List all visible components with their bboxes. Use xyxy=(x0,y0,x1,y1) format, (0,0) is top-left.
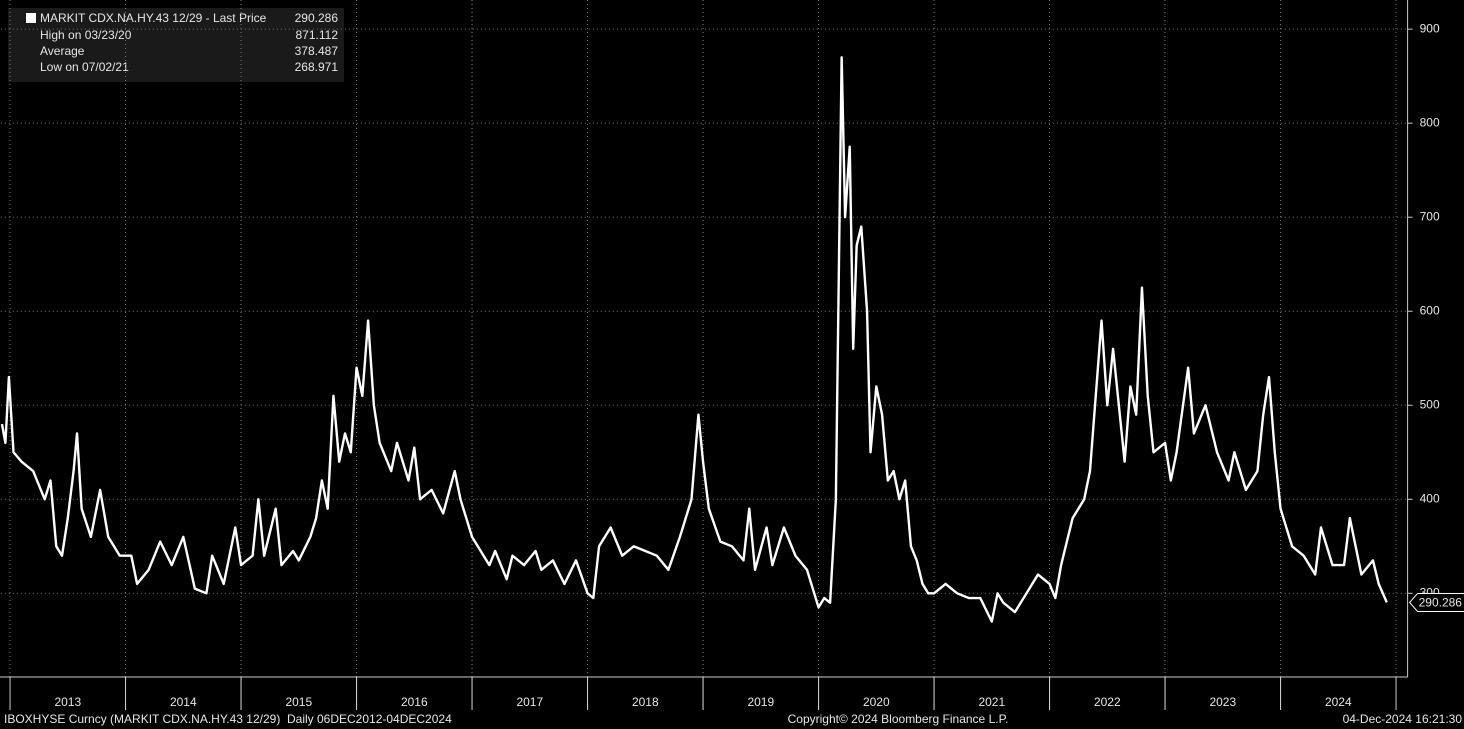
x-tick-label: 2018 xyxy=(632,695,659,709)
x-tick-label: 2015 xyxy=(285,695,312,709)
series-line xyxy=(0,56,1388,623)
x-tick-label: 2021 xyxy=(978,695,1005,709)
legend-stat-value: 871.112 xyxy=(296,28,339,42)
legend-stat: Average xyxy=(40,44,85,58)
y-tick-label: 600 xyxy=(1420,303,1440,317)
y-tick-label: 400 xyxy=(1420,491,1440,505)
last-price-marker xyxy=(1408,592,1464,612)
legend-box xyxy=(8,8,344,82)
x-tick-label: 2020 xyxy=(863,695,890,709)
x-tick-label: 2014 xyxy=(170,695,197,709)
x-tick-label: 2016 xyxy=(401,695,428,709)
x-tick-label: 2023 xyxy=(1209,695,1236,709)
footer-left: IBOXHYSE Curncy (MARKIT CDX.NA.HY.43 12/… xyxy=(4,712,452,726)
y-tick-label: 900 xyxy=(1420,21,1440,35)
y-tick-label: 500 xyxy=(1420,397,1440,411)
footer-center: Copyright© 2024 Bloomberg Finance L.P. xyxy=(788,712,1009,726)
x-tick-label: 2019 xyxy=(747,695,774,709)
legend-stat: Low on 07/02/21 xyxy=(40,60,129,74)
legend-stat-value: 378.487 xyxy=(295,44,339,58)
legend-stat-value: 268.971 xyxy=(295,60,339,74)
y-tick-label: 700 xyxy=(1420,209,1440,223)
legend-last: 290.286 xyxy=(295,11,339,25)
legend-stat: High on 03/23/20 xyxy=(40,28,132,42)
legend-title: MARKIT CDX.NA.HY.43 12/29 - Last Price xyxy=(40,11,267,25)
x-tick-label: 2022 xyxy=(1094,695,1121,709)
legend-swatch xyxy=(26,13,36,23)
x-tick-label: 2017 xyxy=(516,695,543,709)
x-tick-label: 2013 xyxy=(54,695,81,709)
x-tick-label: 2024 xyxy=(1325,695,1352,709)
y-tick-label: 800 xyxy=(1420,115,1440,129)
footer-right: 04-Dec-2024 16:21:30 xyxy=(1343,712,1463,726)
last-price-label: 290.286 xyxy=(1419,596,1463,610)
